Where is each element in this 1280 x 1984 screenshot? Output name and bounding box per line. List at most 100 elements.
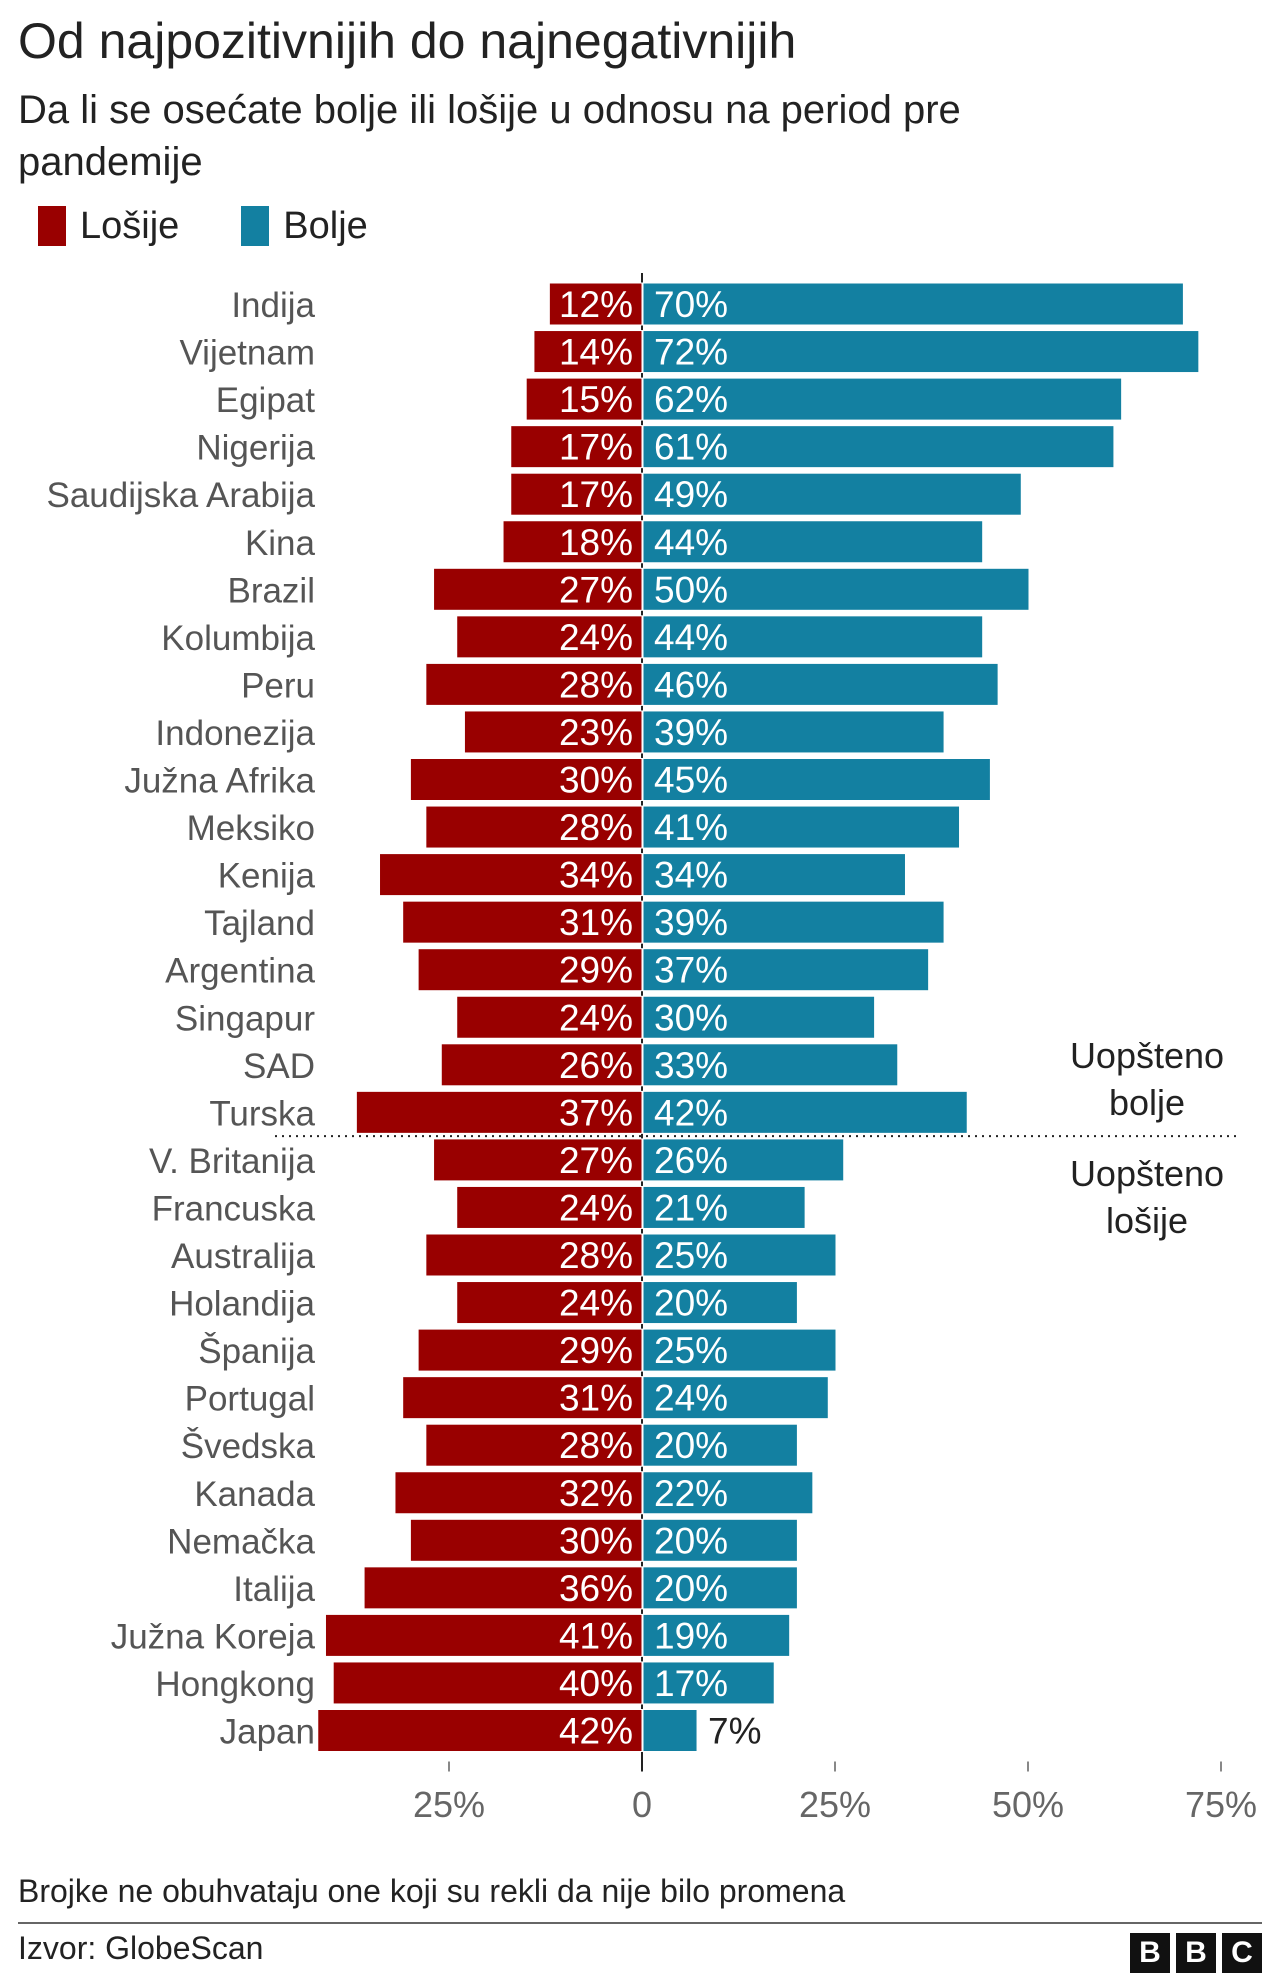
value-label-better: 42%: [654, 1092, 728, 1133]
bar-better: [642, 1709, 698, 1752]
value-label-better: 25%: [654, 1235, 728, 1276]
bar-worse: [456, 1185, 643, 1229]
value-label-worse: 15%: [559, 379, 633, 420]
value-label-better: 50%: [654, 569, 728, 610]
value-label-worse: 42%: [559, 1711, 633, 1752]
bar-better: [642, 472, 1022, 516]
value-label-worse: 18%: [559, 522, 633, 563]
value-label-better: 62%: [654, 379, 728, 420]
value-label-worse: 32%: [559, 1473, 633, 1514]
value-label-worse: 17%: [559, 474, 633, 515]
bar-better: [642, 425, 1115, 469]
legend-item-better: Bolje: [241, 205, 368, 248]
bar-worse: [433, 567, 643, 611]
bar-worse: [433, 1138, 643, 1182]
value-label-worse: 24%: [559, 997, 633, 1038]
value-label-worse: 36%: [559, 1568, 633, 1609]
value-label-better: 20%: [654, 1568, 728, 1609]
chart-subtitle: Da li se osećate bolje ili lošije u odno…: [18, 88, 961, 184]
bbc-logo: B B C: [1130, 1933, 1262, 1973]
bar-worse: [409, 758, 643, 801]
value-label-better: 20%: [654, 1425, 728, 1466]
bar-worse: [425, 1233, 643, 1277]
bar-worse: [425, 805, 643, 849]
value-label-better: 24%: [654, 1378, 728, 1419]
x-tick-label: 50%: [992, 1784, 1064, 1825]
country-label: Meksiko: [187, 809, 315, 848]
bar-better: [642, 1138, 845, 1182]
country-label: Kanada: [194, 1475, 315, 1514]
source-label: Izvor: GlobeScan: [18, 1930, 264, 1966]
x-tick-label: 25%: [413, 1784, 485, 1825]
value-label-worse: 31%: [559, 1378, 633, 1419]
value-label-better: 20%: [654, 1283, 728, 1324]
value-label-better: 37%: [654, 950, 728, 991]
bar-worse: [463, 710, 643, 754]
value-label-worse: 23%: [559, 712, 633, 753]
country-label: Singapur: [175, 999, 315, 1038]
value-label-better: 44%: [654, 617, 728, 658]
bar-worse: [456, 1281, 643, 1325]
bar-better: [642, 1043, 899, 1087]
country-label: Švedska: [181, 1427, 316, 1466]
bar-better: [642, 1518, 798, 1562]
bar-worse: [533, 330, 643, 374]
value-label-worse: 31%: [559, 902, 633, 943]
bar-worse: [548, 282, 643, 326]
value-label-better: 39%: [654, 712, 728, 753]
value-label-better: 49%: [654, 474, 728, 515]
country-label: Nemačka: [167, 1522, 315, 1561]
country-label: Turska: [209, 1094, 315, 1133]
value-label-better: 70%: [654, 284, 728, 325]
legend-label-better: Bolje: [283, 204, 368, 247]
bar-better: [642, 1185, 806, 1229]
country-label: Argentina: [165, 952, 315, 991]
bar-worse: [417, 948, 643, 992]
value-label-worse: 29%: [559, 950, 633, 991]
value-label-worse: 41%: [559, 1615, 633, 1656]
value-label-worse: 28%: [559, 1425, 633, 1466]
value-label-better: 19%: [654, 1615, 728, 1656]
legend-swatch-worse: [38, 206, 66, 246]
country-label: V. Britanija: [149, 1142, 316, 1181]
country-label: Kenija: [218, 857, 316, 896]
bar-better: [642, 1566, 798, 1610]
bar-worse: [502, 520, 643, 564]
value-label-worse: 30%: [559, 1520, 633, 1561]
bar-worse: [324, 1613, 643, 1657]
value-label-better: 46%: [654, 664, 728, 705]
bar-better: [642, 377, 1123, 421]
value-label-worse: 14%: [559, 332, 633, 373]
bar-worse: [363, 1566, 643, 1610]
value-label-better: 33%: [654, 1045, 728, 1086]
footnote: Brojke ne obuhvataju one koji su rekli d…: [18, 1873, 846, 1909]
country-label: Hongkong: [155, 1665, 315, 1704]
bar-better: [642, 805, 961, 849]
bar-better: [642, 948, 930, 992]
bar-worse: [425, 662, 643, 706]
bar-worse: [379, 853, 643, 897]
value-label-better: 17%: [654, 1663, 728, 1704]
value-label-better: 20%: [654, 1520, 728, 1561]
country-label: Italija: [233, 1570, 315, 1609]
bar-better: [642, 853, 906, 897]
bar-worse: [355, 1090, 643, 1134]
bar-better: [642, 1471, 814, 1515]
value-label-worse: 29%: [559, 1330, 633, 1371]
value-label-worse: 30%: [559, 760, 633, 801]
value-label-better: 45%: [654, 760, 728, 801]
bar-worse: [440, 1043, 643, 1087]
value-label-worse: 12%: [559, 284, 633, 325]
legend-item-worse: Lošije: [38, 205, 179, 248]
value-label-better: 34%: [654, 855, 728, 896]
country-label: Nigerija: [196, 429, 315, 468]
bar-better: [642, 520, 984, 564]
bar-better: [642, 995, 876, 1039]
value-label-better: 39%: [654, 902, 728, 943]
country-label: Tajland: [204, 904, 315, 943]
bar-worse: [525, 377, 643, 421]
diverging-bar-chart: 25% 0 25% 50% 75% Indija 12% 70% Vijetnam 14% 72%…: [47, 273, 1257, 1825]
country-label: Indonezija: [155, 714, 315, 753]
value-label-worse: 37%: [559, 1092, 633, 1133]
bar-worse: [425, 1423, 643, 1467]
